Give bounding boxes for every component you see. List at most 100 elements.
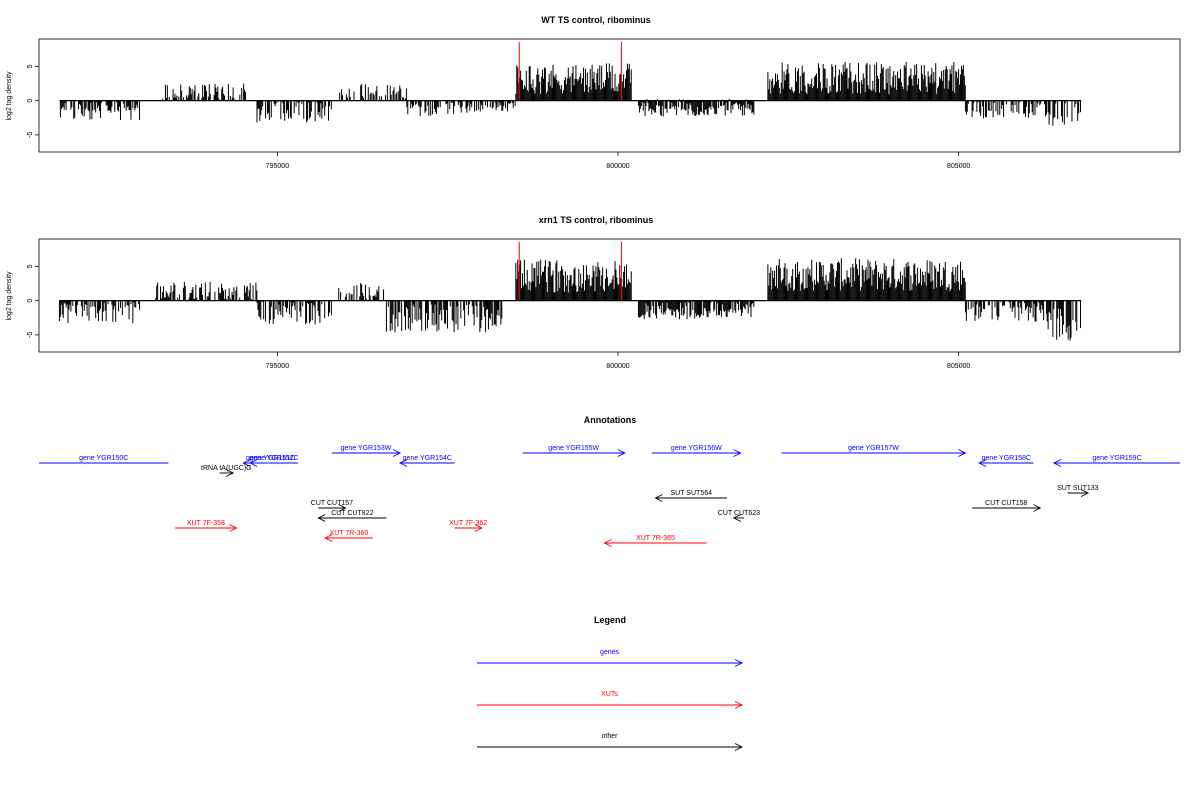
track-wt-xtick-label: 800000 [606,163,629,170]
track-xrn1: xrn1 TS control, ribominus log2 tag dens… [6,215,1181,370]
annotation-feature: gene YGR154C [399,455,455,467]
legend-arrowhead [734,659,744,667]
annotation-feature: gene YGR155W [522,445,626,457]
track-wt-axes: -5 0 5 795000 800000 805000 [27,64,970,170]
legend-arrowhead [734,701,744,709]
annotation-arrowhead [1033,504,1042,512]
track-wt-ytick-label: 5 [27,64,34,68]
legend-entry: other [477,733,744,751]
annotation-arrowhead [732,514,742,522]
track-xrn1-xtick-label: 795000 [266,363,289,370]
annotation-label: SUT SUT564 [670,490,712,497]
annotations-title: Annotations [584,415,637,425]
annotation-label: gene YGR155W [548,445,599,452]
annotation-label: SUT SUT133 [1057,485,1099,492]
annotation-arrowhead [317,514,326,522]
annotation-arrowhead [1080,489,1090,497]
annotation-label: gene YGR158C [982,455,1031,462]
annotation-arrowhead [654,494,663,502]
track-xrn1-ylabel: log2 tag density [6,271,13,321]
annotation-label: gene YGR152C [249,455,298,462]
annotation-label: CUT CUT158 [985,500,1027,507]
track-xrn1-ytick-label: 5 [27,264,34,268]
annotation-feature: tRNA tA(UGC)G [201,465,252,477]
annotation-feature: XUT 7R-360 [324,530,373,542]
annotation-arrowhead [324,534,333,542]
legend-arrowhead [734,743,744,751]
legend-title: Legend [594,615,626,625]
track-wt: WT TS control, ribominus log2 tag densit… [6,15,1181,170]
annotation-label: gene YGR157W [848,445,899,452]
annotation-arrowhead [474,524,483,532]
legend-entry: XUTs [477,691,744,709]
annotation-feature: gene YGR153W [331,445,402,457]
annotation-arrowhead [338,504,347,512]
annotation-arrowhead [603,539,612,547]
annotation-feature: gene YGR150C [39,455,169,464]
annotation-label: XUT 7R-360 [330,530,369,537]
annotation-feature: CUT CUT623 [718,510,760,522]
annotation-feature: XUT 7F-362 [449,520,487,532]
annotation-arrowhead [617,449,626,457]
annotation-arrowhead [1052,459,1062,467]
annotation-arrowhead [229,524,238,532]
track-xrn1-bars [58,242,1082,341]
legend-panel: Legend genes XUTs other [477,615,744,751]
track-xrn1-xtick-label: 805000 [947,363,970,370]
track-wt-ylabel: log2 tag density [6,71,13,121]
track-xrn1-title: xrn1 TS control, ribominus [539,215,654,225]
annotation-feature: gene YGR157W [781,445,967,457]
legend-label: other [602,733,619,740]
legend-label: genes [600,649,620,656]
annotation-label: gene YGR151C [246,455,295,462]
annotation-feature: XUT 7F-358 [175,520,238,532]
track-wt-xtick-label: 795000 [266,163,289,170]
track-xrn1-axes: -5 0 5 795000 800000 805000 [27,264,970,370]
annotation-feature: CUT CUT822 [317,510,387,522]
annotation-label: XUT 7R-365 [636,535,675,542]
track-wt-xtick-label: 805000 [947,163,970,170]
annotation-arrowhead [225,469,235,477]
annotation-arrowhead [978,459,987,467]
legend-entry: genes [477,649,744,667]
legend-entries: genes XUTs other [477,649,744,751]
track-wt-bars [59,42,1082,126]
annotation-label: gene YGR159C [1092,455,1141,462]
track-xrn1-plot-frame [38,238,1181,353]
annotation-feature: gene YGR152C [249,455,299,467]
annotation-feature: XUT 7R-365 [603,535,707,547]
annotation-feature: gene YGR156W [652,445,742,457]
annotation-label: gene YGR153W [341,445,392,452]
annotation-feature: gene YGR158C [978,455,1034,467]
annotation-arrowhead [733,449,742,457]
annotation-label: gene YGR154C [403,455,452,462]
annotation-label: tRNA tA(UGC)G [201,465,252,472]
track-xrn1-xtick-label: 800000 [606,363,629,370]
annotation-arrowhead [399,459,408,467]
annotation-label: gene YGR156W [671,445,722,452]
annotation-arrowhead [242,459,251,467]
track-xrn1-ytick-label: -5 [27,332,34,338]
annotation-label: XUT 7F-362 [449,520,487,527]
legend-label: XUTs [601,691,618,698]
annotation-arrowhead [958,449,967,457]
annotation-feature: SUT SUT564 [654,490,728,502]
annotation-label: CUT CUT623 [718,510,760,517]
annotation-arrowhead [392,449,402,457]
annotation-label: CUT CUT822 [331,510,373,517]
annotation-arrowhead [249,459,258,467]
track-wt-ytick-label: -5 [27,132,34,138]
annotation-label: XUT 7F-358 [187,520,225,527]
annotation-feature: gene YGR159C [1052,455,1180,467]
annotation-feature: CUT CUT158 [972,500,1042,512]
annotation-label: gene YGR150C [79,455,128,462]
annotation-feature: CUT CUT157 [311,500,353,512]
annotation-label: CUT CUT157 [311,500,353,507]
track-wt-title: WT TS control, ribominus [541,15,651,25]
track-xrn1-ytick-label: 0 [27,299,34,303]
track-wt-ytick-label: 0 [27,99,34,103]
annotations-panel: Annotations gene YGR150C gene YGR151Cgene… [39,415,1180,547]
annotation-feature: SUT SUT133 [1057,485,1099,497]
